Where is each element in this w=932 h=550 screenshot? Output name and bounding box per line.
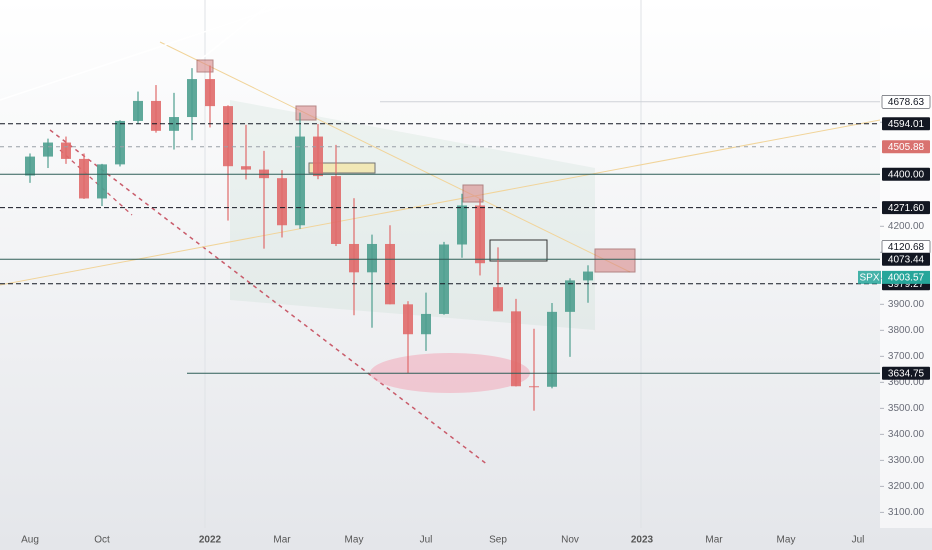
level-label-box	[882, 140, 930, 154]
x-tick-label: Sep	[489, 535, 507, 546]
candle-body	[187, 79, 197, 118]
x-tick-label: Mar	[273, 535, 291, 546]
trend-line	[59, 149, 133, 216]
candle-body	[529, 386, 539, 388]
last-price-box	[882, 270, 930, 284]
candle-body	[439, 244, 449, 314]
level-label-box	[882, 117, 930, 131]
candle-body	[331, 176, 341, 244]
y-tick-label: 4200.00	[888, 221, 925, 232]
x-tick-label: Jul	[852, 535, 865, 546]
level-label: 4073.44	[888, 254, 925, 265]
y-tick-label: 3100.00	[888, 507, 925, 518]
y-tick-label: 3400.00	[888, 429, 925, 440]
symbol-tag: SPX	[859, 273, 879, 284]
candle-body	[421, 313, 431, 335]
candle-body	[313, 136, 323, 177]
candle-body	[349, 243, 359, 273]
level-label: 4120.68	[888, 242, 925, 253]
candle-body	[295, 136, 305, 226]
candle-body	[547, 311, 557, 387]
x-tick-label: Mar	[705, 535, 723, 546]
candle-body	[223, 106, 233, 167]
marks	[25, 65, 593, 411]
candle-body	[151, 100, 161, 131]
x-tick-label: Oct	[94, 535, 110, 546]
symbol-tag-box	[858, 270, 881, 284]
candle-body	[277, 178, 287, 226]
box-marker	[295, 105, 317, 121]
box-marker	[196, 59, 214, 73]
level-label: 3634.75	[888, 368, 925, 379]
trend-line	[0, 119, 881, 286]
trend-line	[49, 129, 489, 466]
x-tick-label: Nov	[561, 535, 579, 546]
candle-body	[565, 280, 575, 312]
candle-body	[367, 243, 377, 273]
y-tick-label: 3700.00	[888, 351, 925, 362]
candle-body	[205, 79, 215, 107]
box-marker	[489, 239, 548, 262]
level-label-box	[881, 95, 931, 109]
candle-body	[493, 287, 503, 312]
level-label: 4678.63	[888, 97, 925, 108]
level-label-box	[882, 167, 930, 181]
x-tick-label: May	[345, 535, 364, 546]
candle-body	[385, 243, 395, 305]
trend-line	[159, 41, 631, 273]
level-label: 4594.01	[888, 119, 925, 130]
candle-body	[241, 166, 251, 170]
candle-body	[97, 164, 107, 199]
trend-line	[0, 0, 301, 101]
x-tick-label: 2022	[199, 535, 222, 546]
level-label: 4271.60	[888, 203, 925, 214]
trend-line	[199, 0, 276, 61]
x-tick-label: Jul	[420, 535, 433, 546]
y-tick-label: 3800.00	[888, 325, 925, 336]
y-tick-label: 3200.00	[888, 481, 925, 492]
level-label-box	[882, 201, 930, 215]
level-label: 4505.88	[888, 142, 925, 153]
candle-body	[583, 271, 593, 281]
box-marker	[308, 162, 376, 174]
box-marker	[462, 184, 484, 203]
x-tick-label: May	[777, 535, 796, 546]
y-tick-label: 3500.00	[888, 403, 925, 414]
x-tick-label: 2023	[631, 535, 654, 546]
level-label: 3979.27	[888, 279, 925, 290]
level-label-box	[882, 366, 930, 380]
level-label-box	[882, 252, 930, 266]
last-price-label: 4003.57	[888, 273, 925, 284]
candle-body	[169, 117, 179, 131]
candle-body	[511, 311, 521, 387]
candle-body	[115, 120, 125, 165]
y-tick-label: 3300.00	[888, 455, 925, 466]
candle-body	[61, 142, 71, 159]
y-tick-label: 3600.00	[888, 377, 925, 388]
box-marker	[594, 248, 636, 273]
candle-body	[79, 158, 89, 199]
candle-body	[43, 142, 53, 157]
candle-body	[475, 205, 485, 264]
candle-body	[403, 304, 413, 335]
level-label: 4400.00	[888, 169, 925, 180]
candle-body	[457, 205, 467, 245]
candle-body	[25, 156, 35, 176]
x-tick-label: Aug	[21, 535, 39, 546]
candle-body	[133, 100, 143, 121]
y-tick-label: 3900.00	[888, 299, 925, 310]
